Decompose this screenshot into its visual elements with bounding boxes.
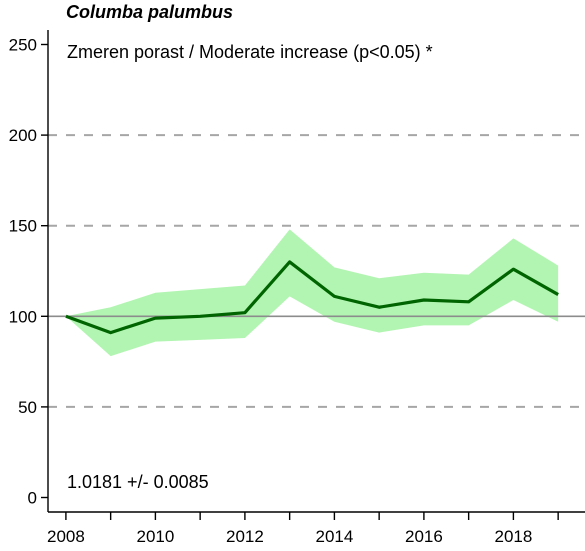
series-group: [65, 260, 559, 335]
series-line: [65, 260, 559, 335]
y-tick-label-200: 200: [9, 126, 37, 145]
x-tick-label-2012: 2012: [226, 527, 264, 546]
x-axis: 2008 2010 2012 2014 2016 2018: [47, 512, 559, 546]
plot-frame-group: [47, 30, 585, 513]
chart-title: Columba palumbus: [66, 2, 234, 22]
y-axis: 0 50 100 150 200 250: [9, 35, 48, 508]
y-tick-label-100: 100: [9, 307, 37, 326]
x-tick-label-2016: 2016: [405, 527, 443, 546]
x-tick-label-2014: 2014: [315, 527, 353, 546]
x-tick-label-2008: 2008: [47, 527, 85, 546]
confidence-band: [65, 229, 559, 357]
trend-estimate-label: 1.0181 +/- 0.0085: [67, 472, 209, 492]
y-tick-label-150: 150: [9, 217, 37, 236]
chart-subtitle: Zmeren porast / Moderate increase (p<0.0…: [67, 42, 433, 62]
confidence-band-group: [65, 229, 559, 357]
y-tick-label-0: 0: [28, 489, 37, 508]
y-tick-label-50: 50: [18, 398, 37, 417]
y-tick-label-250: 250: [9, 35, 37, 54]
x-tick-label-2010: 2010: [136, 527, 174, 546]
x-tick-label-2018: 2018: [494, 527, 532, 546]
